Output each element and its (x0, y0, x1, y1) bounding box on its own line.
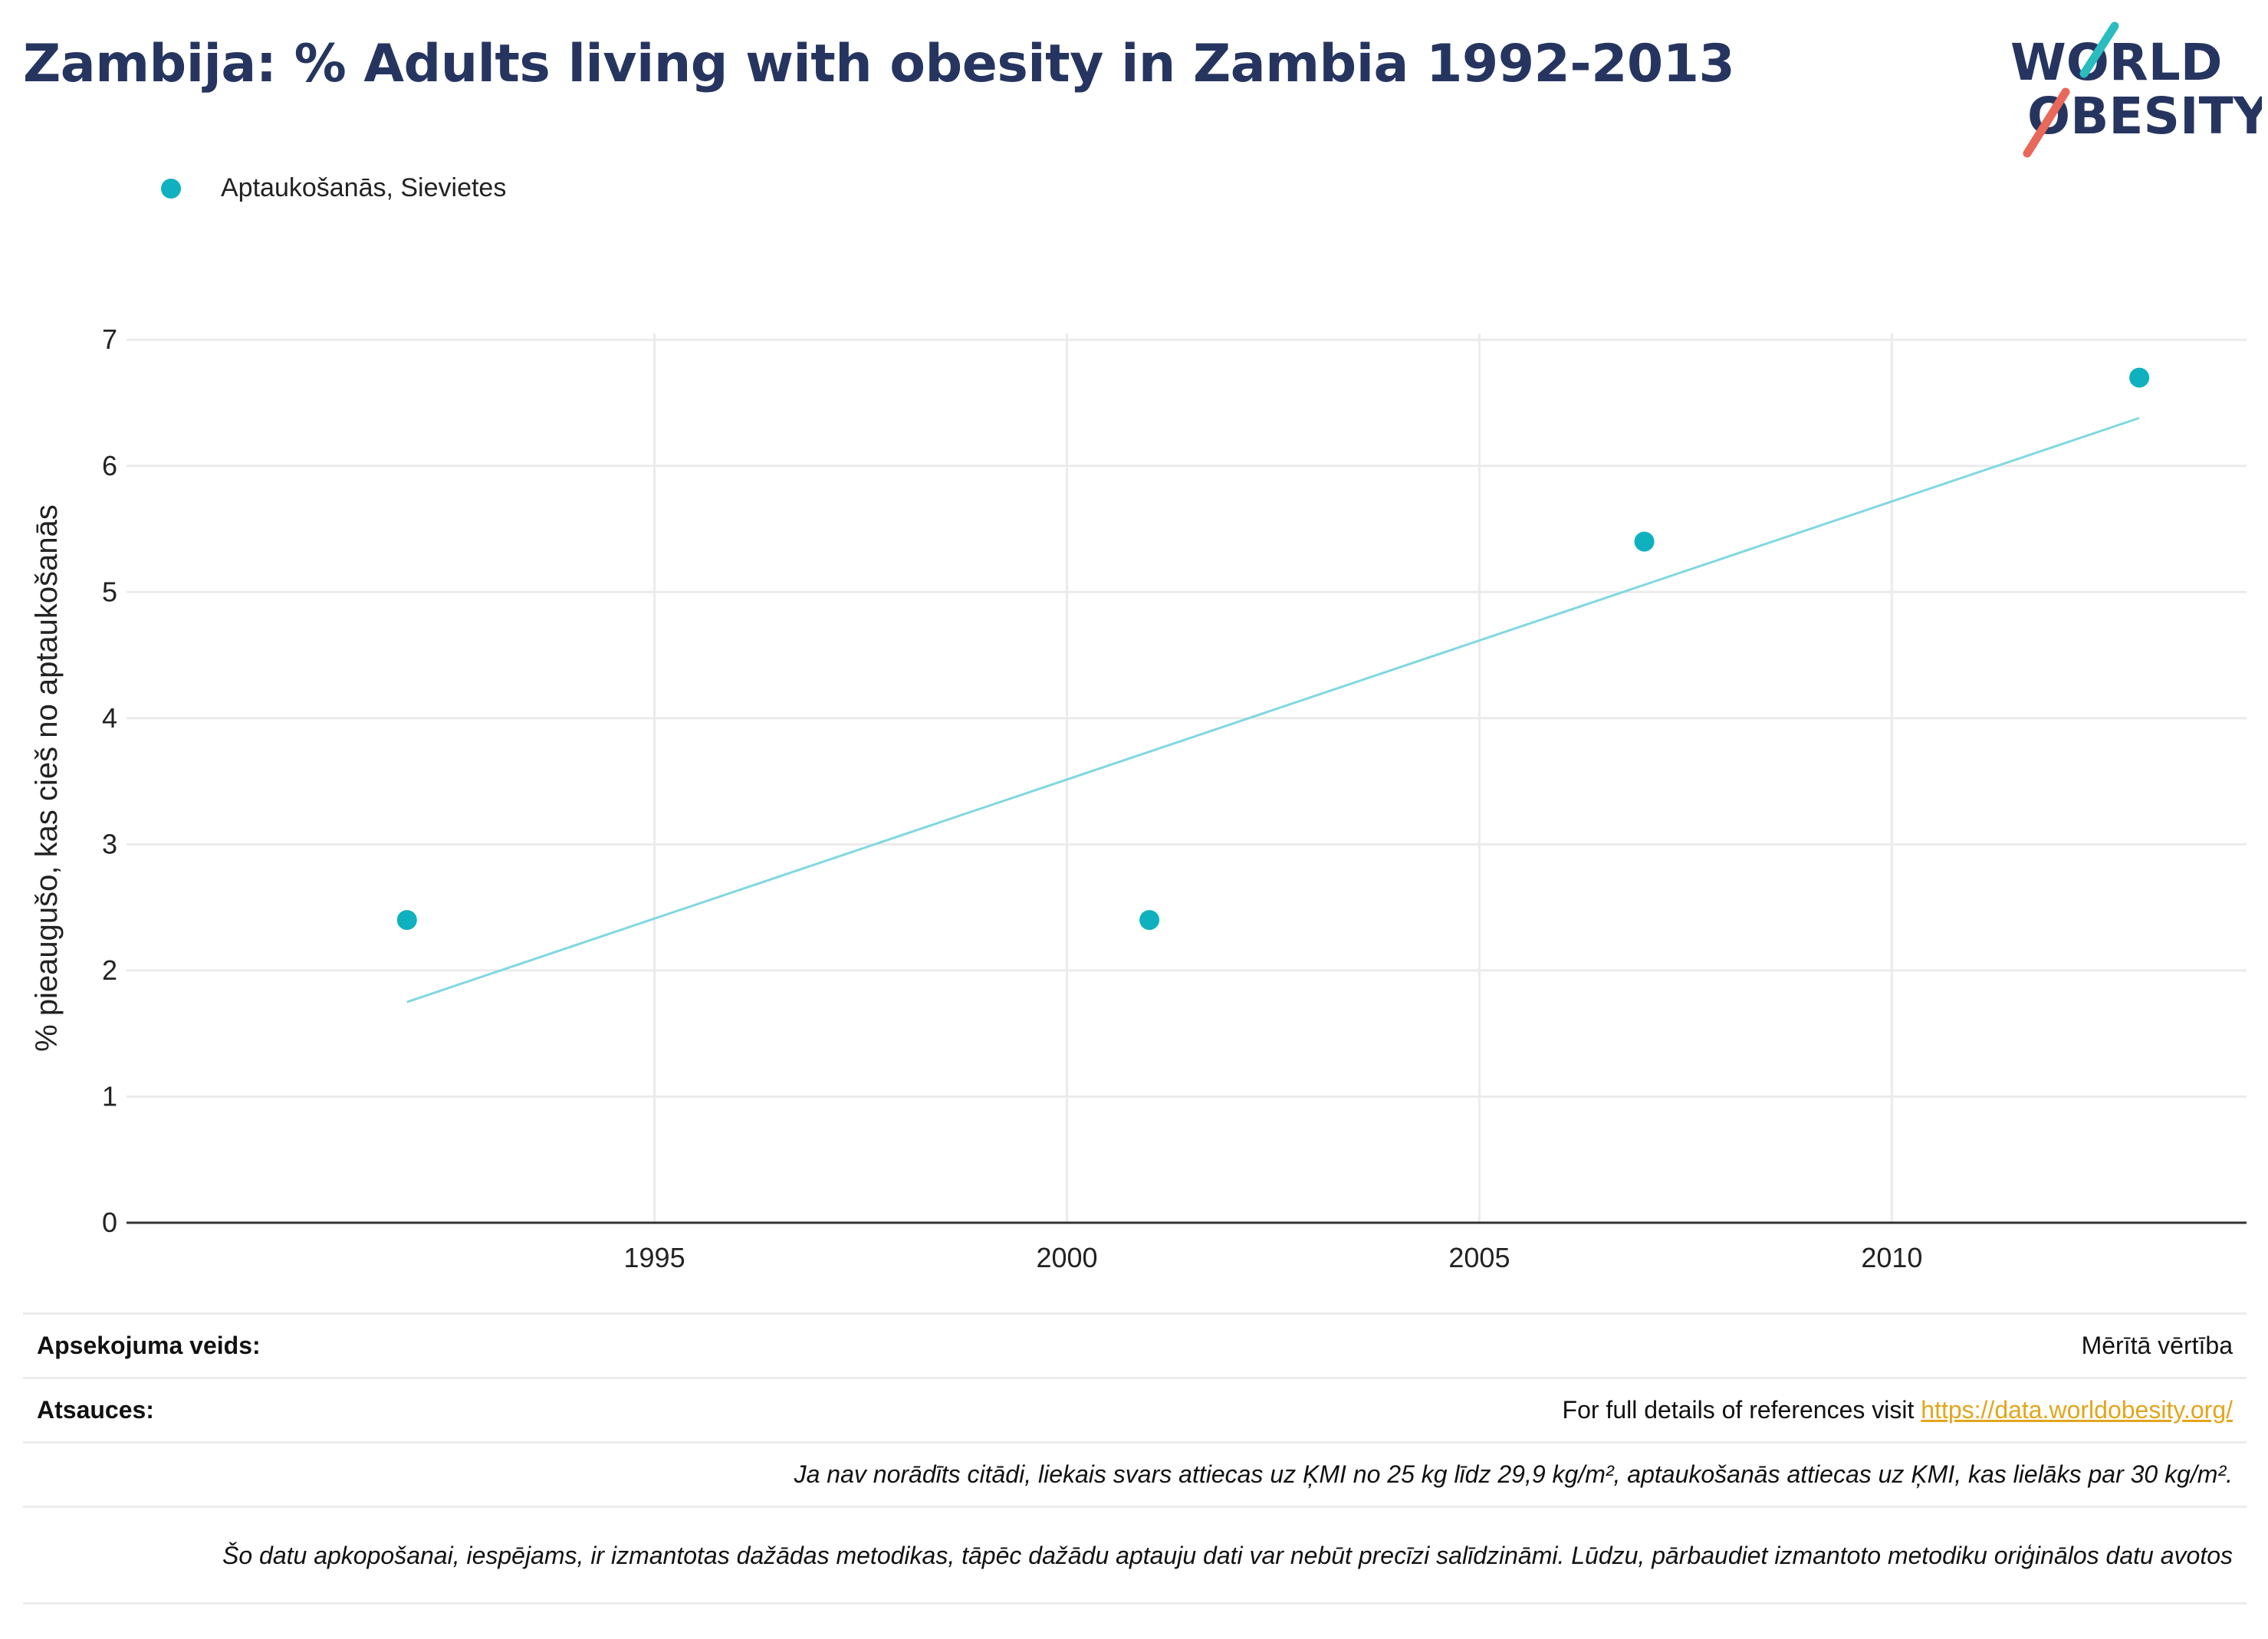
x-tick-label: 2010 (1861, 1242, 1922, 1273)
data-point[interactable] (1139, 910, 1160, 931)
logo-red-slash-icon (2023, 87, 2070, 158)
logo-teal-slash-icon (2079, 21, 2119, 78)
x-tick-label: 1995 (624, 1242, 685, 1273)
references-value: For full details of references visit htt… (1563, 1396, 2233, 1424)
survey-type-label: Apsekojuma veids: (37, 1332, 261, 1359)
x-tick-labels: 1995 2000 2005 2010 (624, 1242, 1923, 1273)
references-text: For full details of references visit (1562, 1396, 1921, 1424)
y-tick-label: 0 (102, 1207, 117, 1238)
trend-line (406, 416, 2140, 1003)
data-point[interactable] (396, 910, 417, 931)
legend-label: Aptaukošanās, Sievietes (221, 173, 507, 202)
scatter-chart: 0 1 2 3 4 5 6 7 1995 2000 2005 2010 % pieaugušo, k… (30, 324, 2247, 1273)
grid-lines (127, 333, 2247, 1223)
footer-row-survey: Apsekojuma veids: Mērītā vērtība (23, 1315, 2247, 1379)
y-tick-labels: 0 1 2 3 4 5 6 7 (102, 324, 117, 1238)
logo-text-world: WORLD (2010, 33, 2223, 92)
survey-type-value: Mērītā vērtība (2081, 1332, 2233, 1359)
method-note: Šo datu apkopošanai, iespējams, ir izman… (222, 1541, 2233, 1569)
data-point[interactable] (1634, 531, 1655, 552)
definition-note: Ja nav norādīts citādi, liekais svars at… (794, 1460, 2233, 1488)
footer-row-references: Atsauces: For full details of references… (23, 1379, 2247, 1444)
x-tick-label: 2005 (1448, 1242, 1510, 1273)
x-tick-label: 2000 (1036, 1242, 1097, 1273)
y-tick-label: 5 (102, 576, 117, 607)
y-tick-label: 6 (102, 450, 117, 481)
y-tick-label: 4 (102, 702, 117, 734)
footer-row-definition-note: Ja nav norādīts citādi, liekais svars at… (23, 1444, 2247, 1508)
data-points (396, 367, 2150, 931)
references-link[interactable]: https://data.worldobesity.org/ (1921, 1396, 2233, 1424)
legend-marker-icon (161, 178, 181, 199)
legend[interactable]: Aptaukošanās, Sievietes (161, 173, 506, 203)
y-axis-label: % pieaugušo, kas cieš no aptaukošanās (30, 504, 64, 1052)
footer-row-method-note: Šo datu apkopošanai, iespējams, ir izman… (23, 1508, 2247, 1605)
footer-table: Apsekojuma veids: Mērītā vērtība Atsauce… (23, 1312, 2247, 1605)
chart-title: Zambija: % Adults living with obesity in… (23, 34, 1735, 94)
y-tick-label: 3 (102, 828, 117, 859)
y-tick-label: 2 (102, 954, 117, 986)
data-point[interactable] (2129, 367, 2150, 388)
y-tick-label: 1 (102, 1080, 117, 1112)
references-label: Atsauces: (37, 1396, 154, 1424)
y-tick-label: 7 (102, 324, 117, 355)
world-obesity-logo: WORLD OBESITY (2010, 21, 2262, 158)
